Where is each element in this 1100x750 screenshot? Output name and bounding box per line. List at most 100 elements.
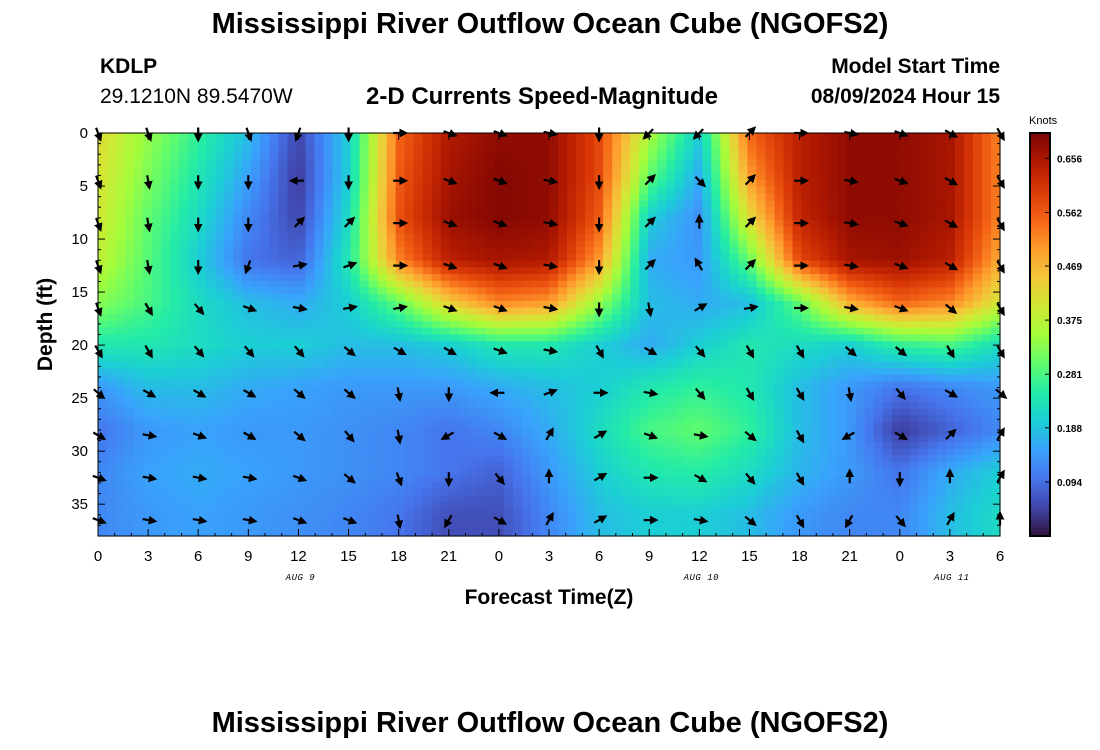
heatmap-cell bbox=[377, 421, 388, 430]
heatmap-cell bbox=[756, 159, 767, 168]
heatmap-cell bbox=[413, 341, 424, 349]
heatmap-cell bbox=[251, 361, 261, 369]
heatmap-cell bbox=[594, 139, 604, 148]
heatmap-cell bbox=[278, 421, 289, 430]
heatmap-cell bbox=[603, 186, 613, 195]
heatmap-cell bbox=[179, 153, 189, 161]
heatmap-cell bbox=[819, 240, 830, 248]
heatmap-cell bbox=[639, 193, 649, 201]
heatmap-cell bbox=[467, 408, 478, 416]
heatmap-cell bbox=[801, 193, 812, 201]
heatmap-cell bbox=[440, 280, 451, 289]
heatmap-cell bbox=[125, 341, 135, 349]
heatmap-cell bbox=[386, 280, 397, 289]
heatmap-cell bbox=[747, 247, 758, 255]
heatmap-cell bbox=[179, 180, 189, 188]
heatmap-cell bbox=[828, 233, 839, 242]
heatmap-cell bbox=[368, 401, 379, 409]
heatmap-cell bbox=[927, 233, 938, 242]
heatmap-cell bbox=[431, 421, 442, 430]
heatmap-cell bbox=[702, 159, 712, 168]
heatmap-cell bbox=[377, 240, 388, 248]
heatmap-cell bbox=[287, 347, 298, 356]
heatmap-cell bbox=[972, 388, 983, 396]
heatmap-cell bbox=[512, 300, 523, 309]
heatmap-cell bbox=[621, 327, 631, 336]
heatmap-cell bbox=[765, 415, 776, 423]
heatmap-cell bbox=[377, 173, 388, 181]
heatmap-cell bbox=[170, 159, 180, 168]
heatmap-cell bbox=[404, 153, 415, 161]
heatmap-cell bbox=[251, 227, 261, 235]
heatmap-cell bbox=[756, 139, 767, 148]
heatmap-cell bbox=[170, 361, 180, 369]
heatmap-cell bbox=[161, 347, 171, 356]
heatmap-cell bbox=[413, 220, 424, 228]
heatmap-cell bbox=[161, 220, 171, 228]
heatmap-cell bbox=[197, 233, 207, 242]
heatmap-cell bbox=[945, 213, 956, 221]
heatmap-cell bbox=[458, 361, 469, 369]
heatmap-cell bbox=[765, 428, 776, 436]
heatmap-cell bbox=[666, 287, 676, 295]
heatmap-cell bbox=[314, 341, 325, 349]
heatmap-cell bbox=[188, 388, 198, 396]
heatmap-cell bbox=[539, 327, 550, 336]
heatmap-cell bbox=[206, 300, 216, 309]
heatmap-cell bbox=[765, 133, 776, 141]
heatmap-cell bbox=[873, 166, 884, 174]
heatmap-cell bbox=[729, 441, 740, 450]
heatmap-cell bbox=[386, 408, 397, 416]
heatmap-cell bbox=[711, 415, 721, 423]
heatmap-cell bbox=[873, 300, 884, 309]
heatmap-cell bbox=[98, 374, 108, 383]
heatmap-cell bbox=[792, 180, 803, 188]
heatmap-cell bbox=[224, 274, 234, 282]
heatmap-cell bbox=[359, 173, 370, 181]
heatmap-cell bbox=[927, 280, 938, 289]
heatmap-cell bbox=[864, 193, 875, 201]
heatmap-cell bbox=[494, 394, 505, 403]
heatmap-cell bbox=[819, 421, 830, 430]
heatmap-cell bbox=[630, 206, 640, 215]
heatmap-cell bbox=[161, 260, 171, 268]
heatmap-cell bbox=[792, 401, 803, 409]
heatmap-cell bbox=[810, 462, 821, 470]
heatmap-cell bbox=[621, 233, 631, 242]
heatmap-cell bbox=[909, 180, 920, 188]
heatmap-cell bbox=[936, 314, 947, 322]
heatmap-cell bbox=[278, 374, 289, 383]
heatmap-cell bbox=[981, 227, 992, 235]
heatmap-cell bbox=[936, 186, 947, 195]
heatmap-cell bbox=[449, 294, 460, 302]
heatmap-cell bbox=[882, 247, 893, 255]
heatmap-cell bbox=[170, 448, 180, 456]
heatmap-cell bbox=[621, 428, 631, 436]
heatmap-cell bbox=[639, 455, 649, 463]
heatmap-cell bbox=[801, 401, 812, 409]
heatmap-cell bbox=[783, 441, 794, 450]
heatmap-cell bbox=[837, 280, 848, 289]
heatmap-cell bbox=[305, 421, 316, 430]
heatmap-cell bbox=[954, 139, 965, 148]
heatmap-cell bbox=[116, 139, 126, 148]
heatmap-cell bbox=[846, 287, 857, 295]
heatmap-cell bbox=[125, 408, 135, 416]
heatmap-cell bbox=[657, 361, 667, 369]
heatmap-cell bbox=[179, 354, 189, 362]
heatmap-cell bbox=[386, 354, 397, 362]
heatmap-cell bbox=[855, 374, 866, 383]
heatmap-cell bbox=[395, 206, 406, 215]
heatmap-cell bbox=[594, 408, 604, 416]
heatmap-cell bbox=[792, 455, 803, 463]
heatmap-cell bbox=[179, 146, 189, 154]
heatmap-cell bbox=[639, 227, 649, 235]
heatmap-cell bbox=[810, 455, 821, 463]
heatmap-cell bbox=[377, 341, 388, 349]
heatmap-cell bbox=[729, 462, 740, 470]
heatmap-cell bbox=[170, 321, 180, 329]
heatmap-cell bbox=[774, 133, 785, 141]
heatmap-cell bbox=[594, 166, 604, 174]
heatmap-cell bbox=[341, 233, 352, 242]
heatmap-cell bbox=[630, 300, 640, 309]
